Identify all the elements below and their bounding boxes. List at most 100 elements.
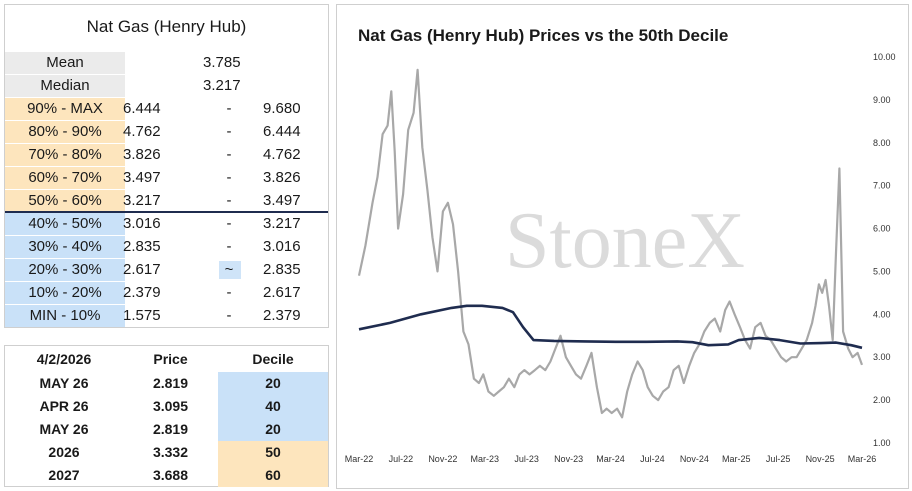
stonex-watermark: StoneX xyxy=(505,197,745,285)
decile-row: 60% - 70% 3.497 - 3.826 xyxy=(5,167,328,189)
decile-high-value: 2.379 xyxy=(263,307,301,324)
contract-label: 2027 xyxy=(48,467,80,483)
y-tick-label: 7.00 xyxy=(873,181,891,191)
decile-low-value: 3.497 xyxy=(123,169,161,186)
mean-value: 3.785 xyxy=(203,54,241,71)
decile-row: 10% - 20% 2.379 - 2.617 xyxy=(5,282,328,304)
price-row: 2027 3.688 60 xyxy=(5,464,328,487)
decile-range-label: MIN - 10% xyxy=(5,305,125,327)
decile-value: 20 xyxy=(218,372,328,395)
price-value: 2.819 xyxy=(152,421,189,437)
decile-range-label: 30% - 40% xyxy=(5,236,125,258)
price-chart: Nat Gas (Henry Hub) Prices vs the 50th D… xyxy=(345,26,896,464)
y-tick-label: 6.00 xyxy=(873,224,891,234)
y-tick-label: 4.00 xyxy=(873,309,891,319)
range-separator: - xyxy=(226,169,232,186)
x-tick-label: Jul-24 xyxy=(640,454,665,464)
decile-row: 40% - 50% 3.016 - 3.217 xyxy=(5,213,328,235)
highlight-cell xyxy=(219,261,241,279)
contract-label: 2026 xyxy=(48,444,80,460)
median-row: Median 3.217 xyxy=(5,75,328,97)
x-tick-label: Nov-23 xyxy=(554,454,583,464)
header-price: Price xyxy=(153,351,188,367)
price-row: 2026 3.332 50 xyxy=(5,441,328,464)
x-tick-label: Jul-23 xyxy=(514,454,539,464)
x-tick-label: Nov-25 xyxy=(806,454,835,464)
decile-low-value: 3.016 xyxy=(123,215,161,232)
decile-range-label: 50% - 60% xyxy=(5,190,125,212)
decile-high-value: 2.835 xyxy=(263,261,301,278)
median-label: Median xyxy=(40,77,90,94)
price-value: 3.688 xyxy=(152,467,189,483)
decile-range-label: 80% - 90% xyxy=(5,121,125,143)
price-table: 4/2/2026 Price Decile MAY 26 2.819 20 APR 2… xyxy=(4,345,329,487)
median-value: 3.217 xyxy=(203,77,241,94)
range-separator: - xyxy=(226,284,232,301)
price-series-line xyxy=(357,68,864,419)
contract-label: MAY 26 xyxy=(39,375,89,391)
decile-high-value: 3.497 xyxy=(263,192,301,209)
decile-range-label: 90% - MAX xyxy=(5,98,125,120)
decile-value: 40 xyxy=(218,395,328,418)
median-separator xyxy=(5,211,328,213)
decile-value: 50 xyxy=(218,441,328,464)
range-separator: - xyxy=(226,238,232,255)
decile-range-label: 40% - 50% xyxy=(5,213,125,235)
decile-low-value: 2.379 xyxy=(123,284,161,301)
decile-high-value: 4.762 xyxy=(263,146,301,163)
decile-row: 30% - 40% 2.835 - 3.016 xyxy=(5,236,328,258)
decile-high-value: 3.826 xyxy=(263,169,301,186)
y-tick-label: 9.00 xyxy=(873,95,891,105)
decile-high-value: 6.444 xyxy=(263,123,301,140)
range-separator: - xyxy=(226,146,232,163)
decile-table-title: Nat Gas (Henry Hub) xyxy=(86,17,247,36)
decile-row: 90% - MAX 6.444 - 9.680 xyxy=(5,98,328,120)
header-decile: Decile xyxy=(252,351,294,367)
decile-range-label: 70% - 80% xyxy=(5,144,125,166)
decile-low-value: 2.835 xyxy=(123,238,161,255)
y-tick-label: 1.00 xyxy=(873,438,891,448)
mean-row: Mean 3.785 xyxy=(5,52,328,74)
y-tick-label: 10.00 xyxy=(873,52,896,62)
price-value: 3.095 xyxy=(152,398,189,414)
decile-low-value: 3.217 xyxy=(123,192,161,209)
decile-value: 60 xyxy=(218,464,328,487)
chart-panel: Nat Gas (Henry Hub) Prices vs the 50th D… xyxy=(336,4,909,489)
decile-row: MIN - 10% 1.575 - 2.379 xyxy=(5,305,328,327)
decile-low-value: 3.826 xyxy=(123,146,161,163)
decile-row: 50% - 60% 3.217 - 3.497 xyxy=(5,190,328,212)
range-separator: - xyxy=(226,307,232,324)
decile-range-label: 60% - 70% xyxy=(5,167,125,189)
decile-table: Nat Gas (Henry Hub) Mean 3.785 Median 3.… xyxy=(4,4,329,328)
x-tick-label: Mar-22 xyxy=(345,454,374,464)
range-separator: - xyxy=(226,123,232,140)
price-row: APR 26 3.095 40 xyxy=(5,395,328,418)
header-date: 4/2/2026 xyxy=(36,351,92,367)
decile-high-value: 2.617 xyxy=(263,284,301,301)
mean-label: Mean xyxy=(46,54,84,71)
x-tick-label: Jul-25 xyxy=(766,454,791,464)
range-separator: - xyxy=(226,192,232,209)
x-tick-label: Nov-24 xyxy=(680,454,709,464)
price-row: MAY 26 2.819 20 xyxy=(5,372,328,395)
x-tick-label: Mar-25 xyxy=(722,454,751,464)
decile-low-value: 4.762 xyxy=(123,123,161,140)
decile-row: 70% - 80% 3.826 - 4.762 xyxy=(5,144,328,166)
decile-value: 20 xyxy=(218,418,328,441)
decile-low-value: 6.444 xyxy=(123,100,161,117)
price-table-header: 4/2/2026 Price Decile xyxy=(5,348,328,371)
y-tick-label: 2.00 xyxy=(873,395,891,405)
range-separator: - xyxy=(226,215,232,232)
decile-row: 80% - 90% 4.762 - 6.444 xyxy=(5,121,328,143)
range-separator: - xyxy=(226,100,232,117)
x-tick-label: Mar-26 xyxy=(848,454,877,464)
contract-label: MAY 26 xyxy=(39,421,89,437)
decile-range-label: 10% - 20% xyxy=(5,282,125,304)
y-tick-label: 5.00 xyxy=(873,266,891,276)
price-row: MAY 26 2.819 20 xyxy=(5,418,328,441)
y-tick-label: 3.00 xyxy=(873,352,891,362)
y-tick-label: 8.00 xyxy=(873,138,891,148)
x-tick-label: Mar-24 xyxy=(596,454,625,464)
price-value: 3.332 xyxy=(152,444,189,460)
decile-low-value: 1.575 xyxy=(123,307,161,324)
